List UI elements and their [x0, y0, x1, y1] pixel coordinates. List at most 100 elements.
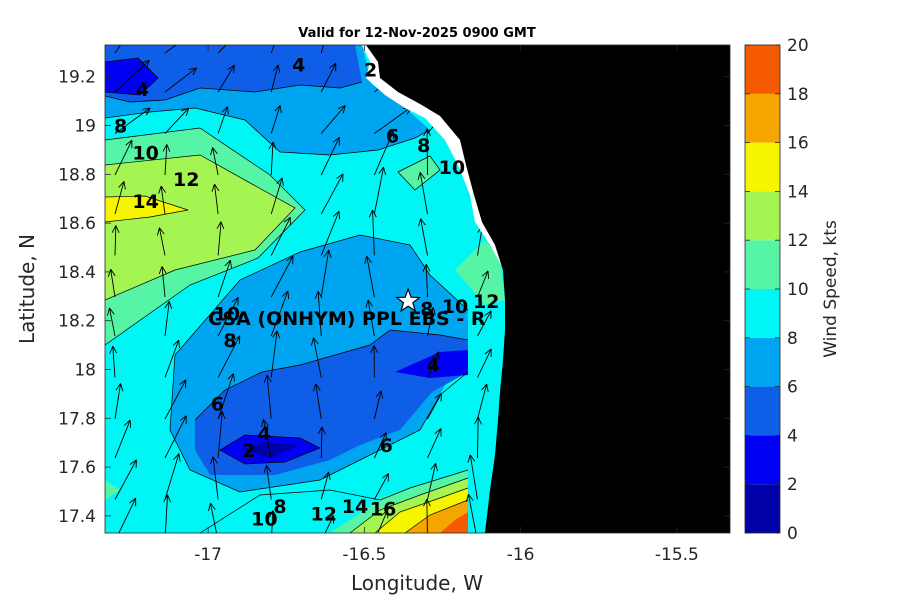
wind-arrow — [164, 379, 187, 420]
contour-line — [105, 195, 189, 223]
wind-arrow — [368, 209, 377, 256]
wind-arrow — [111, 225, 120, 256]
wind-arrow — [373, 390, 384, 420]
contour-band-18-20-south — [440, 512, 468, 533]
contour-line — [199, 469, 469, 533]
wind-arrow — [114, 419, 132, 459]
wind-arrow — [423, 498, 431, 533]
wind-arrow — [217, 259, 232, 298]
y-tick-label: 18.4 — [58, 263, 96, 283]
wind-arrow — [418, 218, 428, 256]
y-tick-label: 18 — [74, 361, 96, 381]
colorbar-tick-label: 8 — [787, 329, 798, 349]
wind-arrow — [417, 172, 428, 215]
wind-arrow — [270, 105, 282, 134]
y-tick-label: 18.6 — [58, 214, 96, 234]
x-tick-label: -15.5 — [655, 545, 699, 565]
contour-label: 8 — [273, 496, 286, 518]
colorbar-swatch — [745, 435, 780, 485]
colorbar-ticks: 0 2 4 6 8 10 12 14 16 18 20 — [745, 36, 809, 544]
wind-arrow — [373, 130, 395, 176]
site-label: CSA (ONHYM) PPL EBS - R — [208, 308, 486, 330]
contour-band-10-12-coast — [455, 240, 505, 305]
contour-label: 12 — [311, 503, 337, 525]
wind-arrow — [209, 456, 219, 500]
contour-label: 8 — [114, 116, 127, 138]
wind-arrow — [427, 428, 442, 459]
wind-arrow — [373, 166, 387, 215]
contour-band-10-12-west — [105, 128, 305, 345]
wind-arrow — [312, 383, 322, 420]
wind-arrow — [217, 335, 241, 378]
wind-arrow — [324, 515, 334, 533]
wind-arrow — [164, 107, 190, 134]
wind-arrow — [317, 426, 326, 459]
contour-line — [374, 487, 469, 533]
wind-arrow — [163, 494, 172, 533]
contour-label: 10 — [442, 296, 468, 318]
wind-arrow — [164, 67, 197, 93]
wind-arrow — [263, 464, 272, 500]
wind-arrow — [156, 227, 166, 256]
colorbar-swatch — [745, 45, 780, 94]
wind-arrow — [114, 45, 122, 54]
x-tick-label: -17 — [194, 545, 222, 565]
axis-ticks — [105, 45, 730, 533]
wind-arrow — [158, 266, 167, 298]
wind-arrow — [320, 173, 344, 215]
wind-arrow — [320, 62, 337, 93]
land-block — [515, 45, 730, 533]
contour-band-8-10-east — [398, 156, 440, 190]
colorbar-tick-label: 12 — [787, 231, 809, 251]
wind-arrow — [261, 419, 272, 459]
wind-arrow — [270, 217, 291, 256]
axes-frame — [104, 44, 731, 534]
colorbar-swatch — [745, 191, 780, 241]
wind-arrow — [114, 139, 133, 176]
contour-label: 2 — [364, 59, 377, 81]
wind-arrow — [423, 128, 431, 176]
wind-arrow — [320, 249, 332, 298]
colorbar-tick-label: 10 — [787, 280, 809, 300]
contour-line — [194, 329, 469, 421]
wind-arrow — [107, 268, 116, 298]
wind-arrow — [270, 177, 284, 215]
wind-arrow — [270, 45, 275, 54]
wind-arrow — [217, 297, 239, 337]
contour-label: 10 — [251, 508, 277, 530]
wind-arrow — [210, 147, 219, 176]
y-tick-label: 19.2 — [58, 68, 96, 88]
contour-label: 14 — [342, 496, 368, 518]
contour-label: 16 — [370, 499, 396, 521]
contour-label: 8 — [223, 330, 236, 352]
wind-arrow — [377, 510, 389, 533]
contour-lines — [105, 57, 469, 533]
colorbar-tick-label: 2 — [787, 475, 798, 495]
wind-arrow — [217, 106, 229, 134]
y-tick-label: 19 — [74, 117, 96, 137]
wind-arrow — [114, 107, 151, 134]
wind-arrow — [114, 383, 124, 420]
map-title: Valid for 12-Nov-2025 0900 GMT — [298, 26, 536, 41]
x-tick-label: -16 — [507, 545, 535, 565]
wind-arrow — [320, 210, 341, 256]
contour-label: 12 — [173, 169, 199, 191]
contour-band-14-16-west — [105, 196, 188, 222]
contour-line — [219, 434, 321, 465]
wind-arrow — [465, 493, 477, 533]
contour-label: 14 — [132, 191, 158, 213]
wind-arrow — [109, 345, 118, 378]
colorbar-swatch — [745, 484, 780, 533]
y-tick-label: 17.8 — [58, 409, 96, 429]
wind-arrow — [320, 45, 325, 54]
x-tick-label: -16.5 — [342, 545, 386, 565]
colorbar-tick-label: 4 — [787, 426, 798, 446]
contour-band-12-14 — [105, 150, 300, 312]
wind-arrow — [217, 373, 235, 420]
wind-arrow — [477, 383, 489, 420]
y-axis-label: Latitude, N — [15, 234, 39, 344]
wind-arrow — [162, 144, 171, 176]
wind-arrow — [474, 416, 482, 459]
